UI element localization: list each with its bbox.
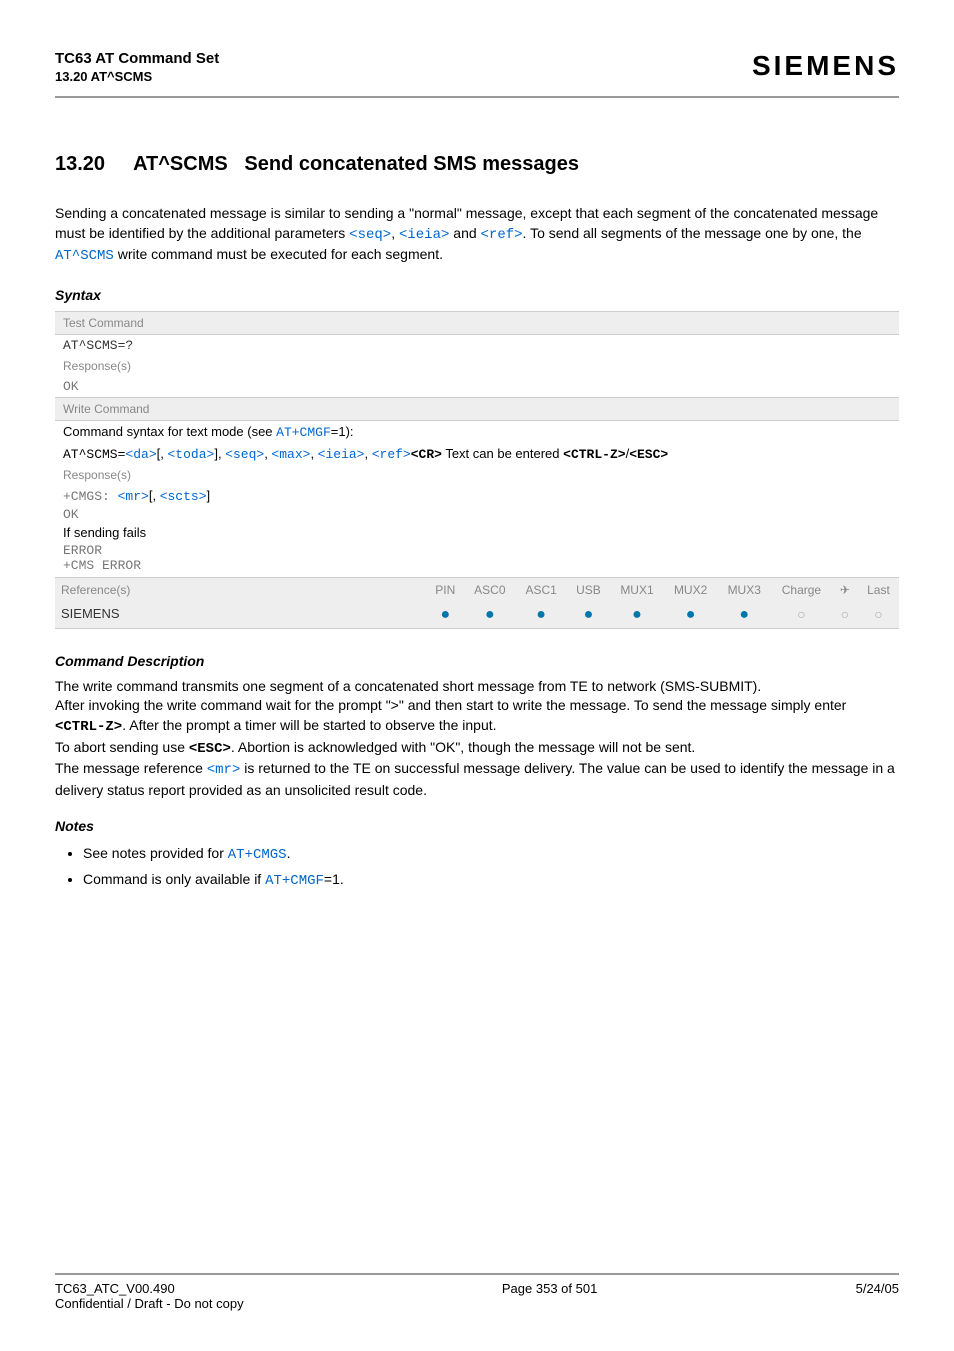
cmgs-response: +CMGS: <mr>[, <scts>] [55, 485, 899, 507]
atcmgf-link[interactable]: AT+CMGF [276, 425, 331, 440]
param-seq[interactable]: <seq> [349, 227, 391, 243]
response-error: ERROR [55, 543, 899, 558]
dot-usb: ● [567, 602, 610, 629]
footer-page: Page 353 of 501 [502, 1281, 597, 1311]
note-item: Command is only available if AT+CMGF=1. [83, 868, 899, 894]
atcmgf-link2[interactable]: AT+CMGF [265, 873, 324, 889]
test-command-label: Test Command [55, 311, 899, 334]
notes-heading: Notes [55, 818, 899, 834]
param-max[interactable]: <max> [271, 447, 310, 462]
doc-title: TC63 AT Command Set [55, 50, 219, 67]
syntax-table: Test Command AT^SCMS=? Response(s) OK Wr… [55, 311, 899, 629]
col-last: Last [858, 577, 899, 602]
col-mux3: MUX3 [717, 577, 771, 602]
col-mux1: MUX1 [610, 577, 664, 602]
dot-mux2: ● [664, 602, 718, 629]
col-charge: Charge [771, 577, 832, 602]
section-number: 13.20 [55, 153, 105, 175]
param-mr2[interactable]: <mr> [207, 762, 241, 778]
param-ref2[interactable]: <ref> [372, 447, 411, 462]
col-asc0: ASC0 [464, 577, 515, 602]
page-header: TC63 AT Command Set 13.20 AT^SCMS SIEMEN… [55, 50, 899, 98]
dot-charge: ○ [771, 602, 832, 629]
response-ok: OK [55, 376, 899, 398]
param-da[interactable]: <da> [125, 447, 156, 462]
param-mr[interactable]: <mr> [118, 489, 149, 504]
atcmgs-link[interactable]: AT+CMGS [228, 847, 287, 863]
col-mux2: MUX2 [664, 577, 718, 602]
col-airplane: ✈ [832, 577, 858, 602]
response-ok2: OK [55, 507, 899, 522]
references-label: Reference(s) [55, 577, 426, 602]
param-scts[interactable]: <scts> [160, 489, 207, 504]
footer-doc-id: TC63_ATC_V00.490 [55, 1281, 244, 1296]
dot-asc1: ● [516, 602, 567, 629]
cmd-atscms-link[interactable]: AT^SCMS [55, 248, 114, 264]
section-title-text: Send concatenated SMS messages [244, 153, 579, 175]
responses-label2: Response(s) [55, 465, 899, 485]
responses-label: Response(s) [55, 356, 899, 376]
param-ref[interactable]: <ref> [481, 227, 523, 243]
note-item: See notes provided for AT+CMGS. [83, 842, 899, 868]
dot-last: ○ [858, 602, 899, 629]
col-usb: USB [567, 577, 610, 602]
syntax-heading: Syntax [55, 287, 899, 303]
col-pin: PIN [426, 577, 464, 602]
doc-subtitle: 13.20 AT^SCMS [55, 69, 219, 84]
param-toda[interactable]: <toda> [168, 447, 215, 462]
cmddesc-body: The write command transmits one segment … [55, 677, 899, 801]
notes-list: See notes provided for AT+CMGS. Command … [55, 842, 899, 894]
test-command: AT^SCMS=? [55, 334, 899, 356]
dot-pin: ● [426, 602, 464, 629]
write-desc: Command syntax for text mode (see AT+CMG… [55, 420, 899, 443]
write-command-label: Write Command [55, 397, 899, 420]
intro-paragraph: Sending a concatenated message is simila… [55, 204, 899, 267]
dot-mux1: ● [610, 602, 664, 629]
response-cms-error: +CMS ERROR [55, 558, 899, 578]
dot-airplane: ○ [832, 602, 858, 629]
brand-logo: SIEMENS [752, 50, 899, 82]
param-ieia[interactable]: <ieia> [399, 227, 449, 243]
page-footer: TC63_ATC_V00.490 Confidential / Draft - … [55, 1273, 899, 1311]
dot-asc0: ● [464, 602, 515, 629]
fail-text: If sending fails [55, 522, 899, 543]
write-syntax: AT^SCMS=<da>[, <toda>], <seq>, <max>, <i… [55, 443, 899, 465]
footer-confidential: Confidential / Draft - Do not copy [55, 1296, 244, 1311]
section-cmd: AT^SCMS [133, 153, 228, 175]
param-seq2[interactable]: <seq> [225, 447, 264, 462]
footer-date: 5/24/05 [856, 1281, 899, 1311]
ref-siemens: SIEMENS [55, 602, 426, 629]
cmddesc-heading: Command Description [55, 653, 899, 669]
col-asc1: ASC1 [516, 577, 567, 602]
dot-mux3: ● [717, 602, 771, 629]
section-heading: 13.20 AT^SCMS Send concatenated SMS messa… [55, 153, 899, 176]
param-ieia2[interactable]: <ieia> [318, 447, 365, 462]
